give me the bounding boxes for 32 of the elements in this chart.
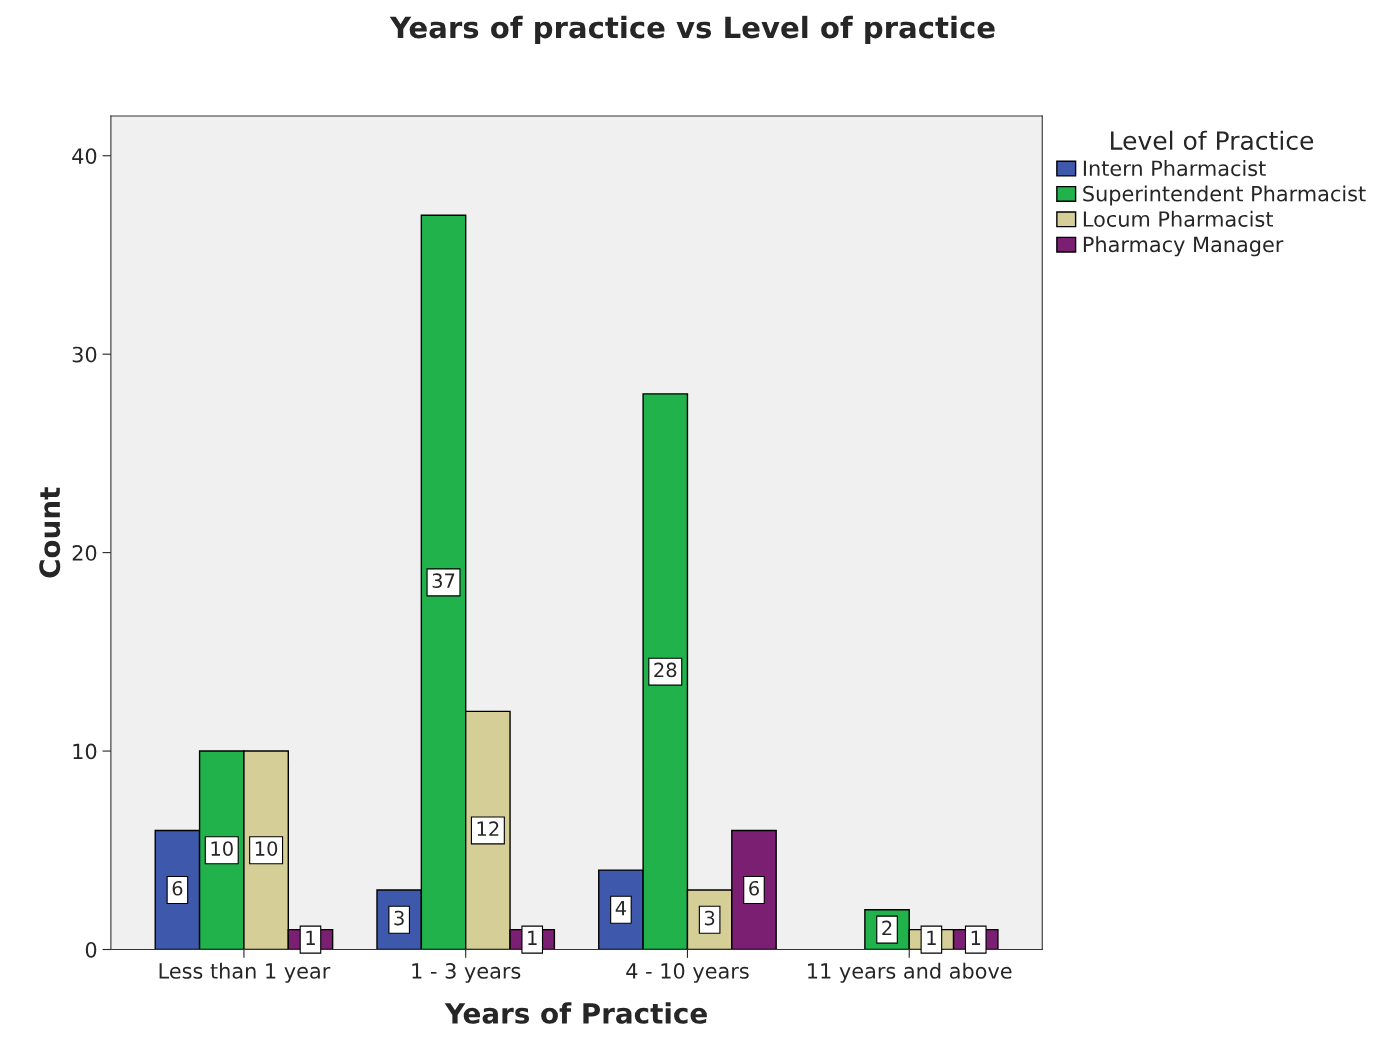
data-label: 3 bbox=[704, 910, 715, 926]
legend-title: Level of Practice bbox=[1111, 130, 1314, 150]
legend-label: Intern Pharmacist bbox=[1083, 160, 1266, 177]
y-tick-label: 10 bbox=[73, 743, 97, 760]
data-label: 6 bbox=[172, 880, 183, 896]
x-tick-label: 4 - 10 years bbox=[626, 963, 749, 983]
data-label: 1 bbox=[306, 930, 315, 945]
y-tick-label: 0 bbox=[85, 941, 97, 958]
x-axis-title: Years of Practice bbox=[444, 1002, 707, 1024]
x-tick-label: 11 years and above bbox=[808, 962, 1012, 983]
data-label: 37 bbox=[432, 573, 455, 589]
data-label: 2 bbox=[882, 920, 892, 936]
y-tick-label: 30 bbox=[72, 346, 97, 363]
data-label: 3 bbox=[394, 910, 404, 926]
data-label: 4 bbox=[615, 901, 627, 916]
data-label: 1 bbox=[927, 930, 936, 945]
data-label: 1 bbox=[528, 930, 537, 945]
legend-label: Superintendent Pharmacist bbox=[1083, 185, 1366, 206]
legend-label: Pharmacy Manager bbox=[1083, 236, 1284, 257]
data-label: 10 bbox=[211, 841, 233, 856]
legend-label: Locum Pharmacist bbox=[1083, 210, 1273, 227]
x-tick-label: Less than 1 year bbox=[159, 962, 331, 983]
data-label: 6 bbox=[749, 880, 759, 896]
chart-title: Years of practice vs Level of practice bbox=[389, 15, 995, 45]
data-label: 1 bbox=[971, 930, 981, 945]
y-tick-label: 40 bbox=[72, 148, 97, 164]
data-label: 28 bbox=[654, 662, 677, 678]
data-label: 10 bbox=[255, 841, 278, 856]
y-tick-label: 20 bbox=[72, 545, 97, 561]
x-tick-label: 1 - 3 years bbox=[412, 963, 521, 983]
data-label: 12 bbox=[477, 821, 499, 836]
y-axis-title: Count bbox=[39, 487, 61, 578]
